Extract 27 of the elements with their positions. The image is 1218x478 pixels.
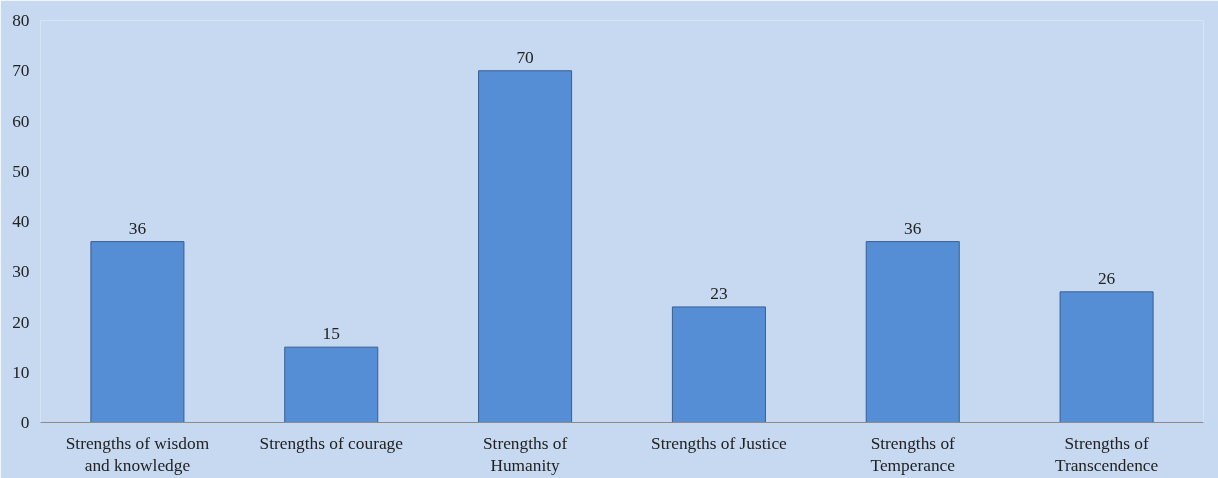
x-tick-label: Strengths of courage: [259, 433, 404, 453]
y-tick-label: 80: [12, 11, 30, 30]
y-tick-label: 50: [12, 161, 30, 181]
x-tick-label: Strengths of wisdom and knowledge: [65, 433, 210, 476]
data-label: 70: [516, 47, 534, 67]
data-label: 23: [710, 283, 728, 303]
y-tick-label: 30: [12, 262, 30, 282]
y-tick-label: 40: [12, 212, 30, 231]
data-label: 36: [904, 218, 922, 238]
bar: [1059, 291, 1154, 423]
bar: [865, 241, 960, 423]
y-tick-label: 10: [12, 362, 30, 382]
y-tick-label: 20: [12, 312, 30, 332]
x-tick-label: Strengths of Transcendence: [1054, 433, 1159, 476]
data-label: 36: [128, 218, 147, 238]
data-label: 26: [1097, 268, 1116, 288]
bar: [90, 241, 185, 423]
x-tick-label: Strengths of Justice: [651, 433, 788, 453]
x-tick-label: Strengths of Humanity: [482, 433, 568, 476]
y-tick-label: 60: [12, 111, 30, 131]
x-tick-label: Strengths of Temperance: [870, 433, 956, 476]
bar: [284, 346, 379, 423]
y-tick-label: 70: [12, 61, 30, 81]
bar: [671, 306, 766, 423]
bar: [478, 70, 573, 423]
data-label: 15: [322, 324, 340, 344]
y-tick-label: 0: [20, 413, 30, 432]
